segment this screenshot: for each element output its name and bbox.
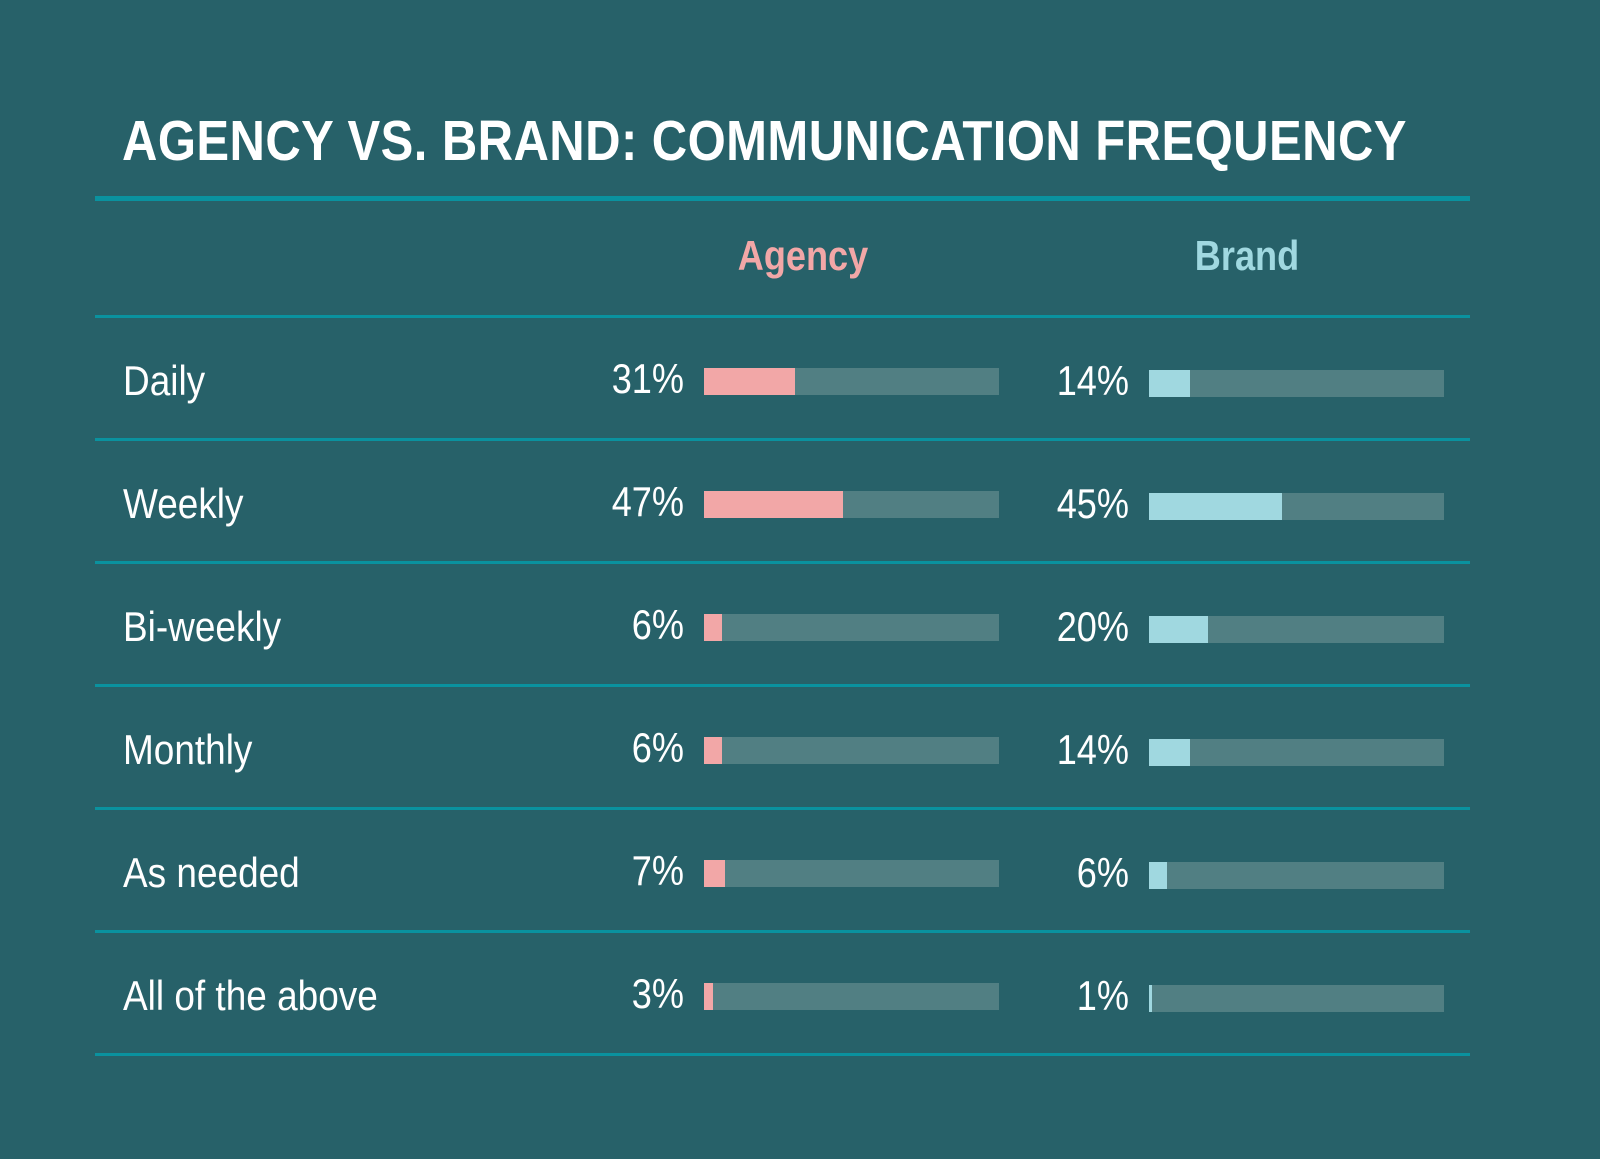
category-label: As needed	[123, 849, 300, 896]
bar-agency	[704, 860, 725, 887]
data-label-agency: 47%	[611, 478, 684, 525]
bar-agency	[704, 983, 713, 1010]
chart-title: AGENCY VS. BRAND: COMMUNICATION FREQUENC…	[122, 109, 1407, 173]
bar-brand	[1149, 370, 1191, 397]
category-label: Daily	[123, 357, 206, 404]
bar-agency	[704, 368, 796, 395]
bar-track-brand	[1149, 493, 1444, 520]
bar-track-agency	[704, 860, 999, 887]
row-divider	[95, 807, 1470, 810]
bar-agency	[704, 737, 722, 764]
category-label: All of the above	[123, 972, 378, 1019]
data-label-brand: 20%	[1056, 603, 1129, 650]
series-header-brand: Brand	[1194, 232, 1300, 279]
bar-brand	[1149, 862, 1167, 889]
data-label-agency: 31%	[611, 355, 684, 402]
bar-track-brand	[1149, 739, 1444, 766]
data-label-agency: 3%	[631, 970, 684, 1017]
row-divider	[95, 1053, 1470, 1056]
title-rule	[95, 196, 1470, 201]
row-divider	[95, 438, 1470, 441]
bar-track-agency	[704, 491, 999, 518]
bar-track-brand	[1149, 616, 1444, 643]
row-divider	[95, 561, 1470, 564]
data-label-brand: 6%	[1076, 849, 1129, 896]
bar-brand	[1149, 739, 1191, 766]
data-label-brand: 1%	[1076, 972, 1129, 1019]
data-label-brand: 14%	[1056, 726, 1129, 773]
series-header-agency: Agency	[737, 232, 869, 279]
row-divider	[95, 684, 1470, 687]
data-label-agency: 6%	[631, 601, 684, 648]
category-label: Monthly	[123, 726, 253, 773]
data-label-brand: 45%	[1056, 480, 1129, 527]
bar-agency	[704, 491, 843, 518]
bar-track-brand	[1149, 370, 1444, 397]
bar-track-agency	[704, 614, 999, 641]
bar-brand	[1149, 985, 1152, 1012]
bar-track-brand	[1149, 985, 1444, 1012]
data-label-agency: 6%	[631, 724, 684, 771]
data-label-agency: 7%	[631, 847, 684, 894]
category-label: Bi-weekly	[123, 603, 282, 650]
header-rule	[95, 315, 1470, 318]
bar-track-agency	[704, 737, 999, 764]
row-divider	[95, 930, 1470, 933]
bar-brand	[1149, 493, 1282, 520]
bar-track-agency	[704, 983, 999, 1010]
category-label: Weekly	[123, 480, 244, 527]
bar-track-brand	[1149, 862, 1444, 889]
bar-track-agency	[704, 368, 999, 395]
bar-agency	[704, 614, 722, 641]
data-label-brand: 14%	[1056, 357, 1129, 404]
bar-brand	[1149, 616, 1208, 643]
